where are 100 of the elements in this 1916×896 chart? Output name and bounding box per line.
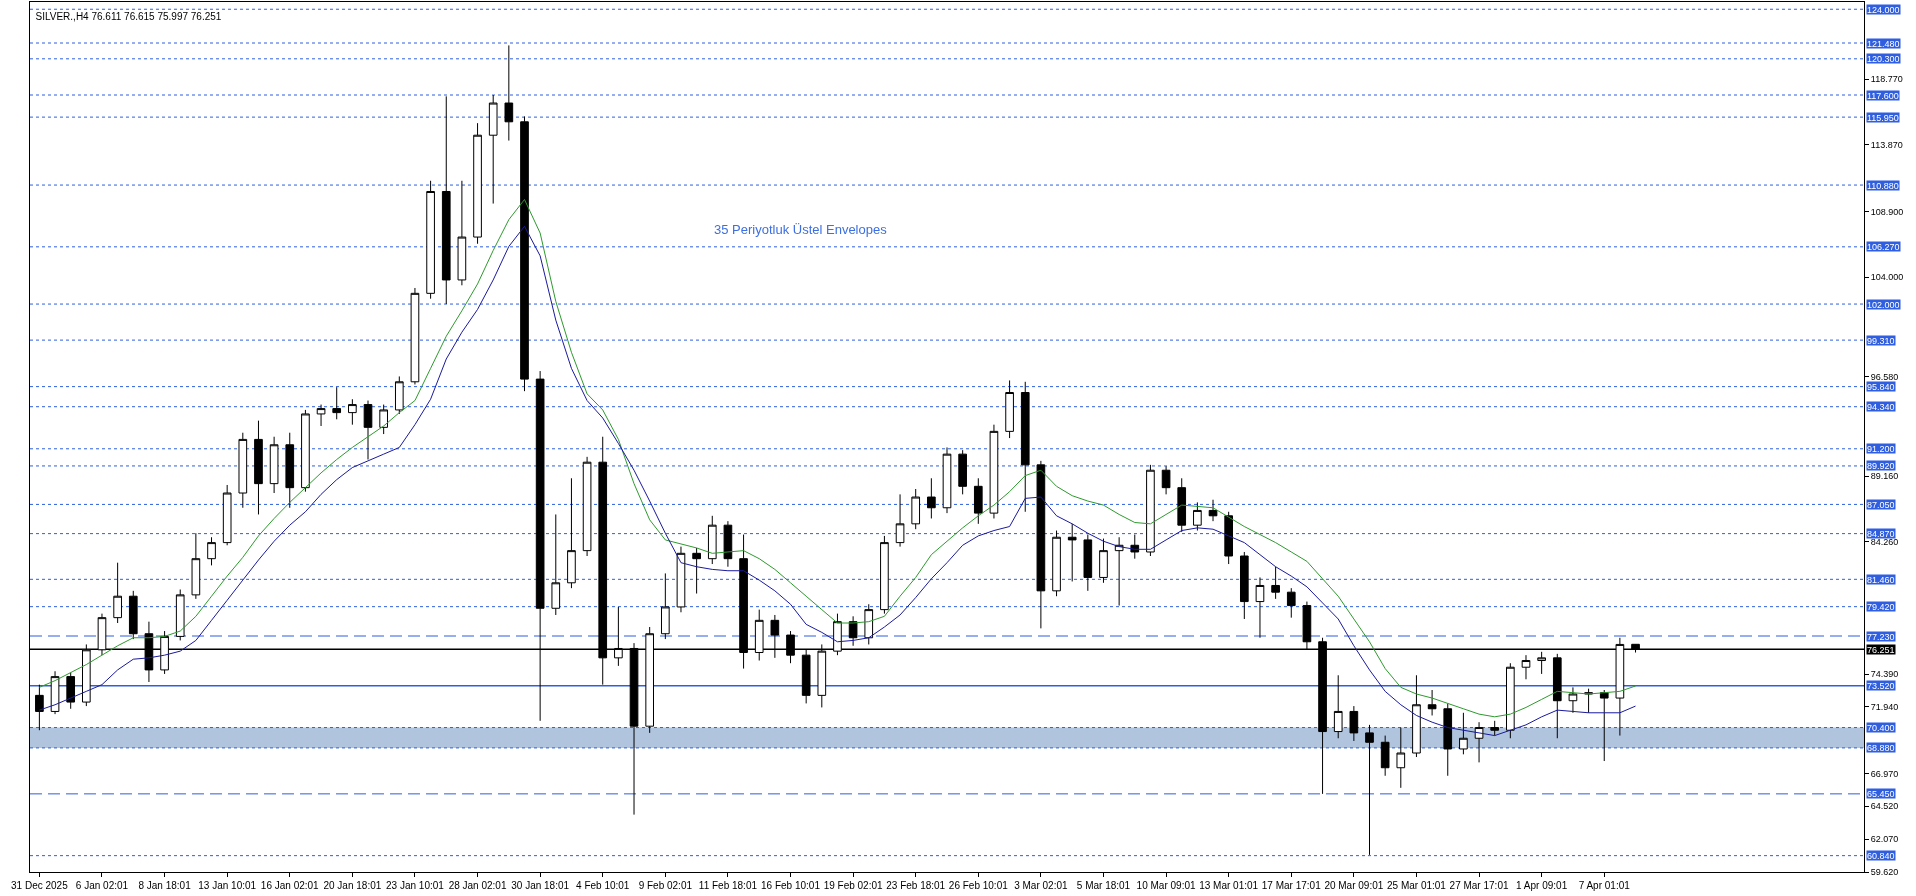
candlestick (1380, 735, 1390, 777)
y-tick-label: 74.390 (1870, 669, 1899, 680)
candlestick (348, 398, 357, 426)
ref-line-label: 76.251 (1867, 644, 1895, 655)
x-tick-label: 20 Jan 18:01 (323, 880, 382, 891)
y-tick-label: 84.260 (1870, 536, 1899, 547)
x-tick-label: 9 Feb 02:01 (638, 880, 693, 891)
candlestick (520, 115, 529, 392)
ref-line-label: 87.050 (1867, 499, 1895, 510)
candlestick (1239, 551, 1249, 620)
y-tick-label: 104.000 (1870, 272, 1904, 283)
candlestick (582, 456, 592, 557)
x-tick-label: 13 Mar 01:01 (1199, 880, 1259, 891)
y-tick-label: 64.520 (1870, 801, 1899, 812)
candlestick (895, 493, 905, 548)
candlestick (1396, 727, 1406, 789)
candlestick (1490, 720, 1500, 737)
candlestick (269, 436, 279, 494)
candlestick (848, 615, 858, 647)
ref-line-label: 115.950 (1867, 112, 1899, 123)
candlestick (973, 477, 983, 525)
candlestick (1114, 536, 1124, 607)
candlestick (1052, 530, 1061, 597)
candlestick (488, 94, 498, 205)
candlestick (238, 432, 248, 509)
candlestick (1224, 511, 1234, 565)
candlestick (1333, 674, 1343, 739)
candlestick (50, 670, 60, 715)
ref-line-label: 73.520 (1867, 680, 1895, 691)
candlestick (191, 532, 201, 600)
candlestick (1020, 381, 1030, 513)
candlestick (66, 672, 76, 710)
y-tick-label: 66.970 (1870, 768, 1899, 779)
candlestick (1506, 662, 1515, 739)
candlestick (692, 547, 701, 595)
candlestick (1443, 702, 1453, 777)
candlestick (426, 180, 435, 300)
candlestick (1459, 712, 1468, 755)
ref-line-label: 60.840 (1867, 850, 1895, 861)
ref-line-label: 94.340 (1867, 401, 1895, 412)
candlestick (1036, 460, 1046, 629)
x-tick-label: 7 Apr 01:01 (1578, 880, 1631, 891)
candlestick (1286, 587, 1296, 619)
candlestick (301, 409, 310, 493)
x-tick-label: 10 Mar 09:01 (1136, 880, 1196, 891)
y-tick-label: 96.580 (1870, 371, 1899, 382)
candlestick (316, 404, 326, 427)
x-tick-label: 8 Jan 18:01 (138, 880, 192, 891)
candlestick (1349, 705, 1359, 742)
candlestick (1083, 534, 1093, 592)
ref-line-label: 89.920 (1867, 460, 1895, 471)
ref-line-label: 84.870 (1867, 528, 1895, 539)
candlestick (989, 424, 999, 519)
ref-line-label: 120.300 (1867, 53, 1900, 64)
x-tick-label: 27 Mar 17:01 (1449, 880, 1509, 891)
candlestick (567, 477, 576, 589)
candlestick (441, 95, 451, 305)
candlestick (707, 515, 717, 565)
ref-line-label: 91.200 (1867, 443, 1895, 454)
candlestick (942, 446, 952, 514)
ref-line-label: 81.460 (1867, 574, 1895, 585)
y-tick-label: 89.160 (1870, 471, 1899, 482)
candlestick (457, 180, 467, 286)
ref-line-label: 65.450 (1867, 788, 1895, 799)
ref-line-label: 106.270 (1867, 241, 1900, 252)
x-tick-label: 11 Feb 18:01 (698, 880, 758, 891)
candlestick (379, 404, 388, 435)
candlestick (113, 562, 122, 624)
candlestick (1271, 566, 1280, 600)
ref-line-label: 102.000 (1867, 299, 1900, 310)
y-tick-label: 108.900 (1870, 206, 1904, 217)
candlestick (1427, 689, 1437, 716)
ref-line-label: 70.400 (1867, 722, 1895, 733)
candlestick (1193, 501, 1202, 532)
candlestick (222, 484, 232, 546)
ref-line-label: 68.880 (1867, 742, 1895, 753)
candlestick (676, 546, 686, 613)
candlestick (1474, 721, 1484, 763)
candlestick (1177, 477, 1187, 533)
ref-line-label: 95.840 (1867, 381, 1895, 392)
x-tick-label: 31 Dec 2025 (11, 880, 69, 891)
ref-line-label: 110.880 (1867, 180, 1899, 191)
candlestick (332, 386, 342, 420)
annotation: 35 Periyotluk Üstel Envelopes (714, 222, 888, 237)
x-tick-label: 20 Mar 09:01 (1324, 880, 1384, 891)
ref-line-label: 117.600 (1867, 90, 1899, 101)
candlestick (1146, 464, 1155, 557)
candlestick (504, 44, 514, 142)
candlestick (911, 488, 921, 530)
x-tick-label: 5 Mar 18:01 (1076, 880, 1131, 891)
x-tick-label: 23 Feb 18:01 (886, 880, 946, 891)
x-tick-label: 17 Mar 17:01 (1261, 880, 1322, 891)
candlestick (1521, 654, 1531, 680)
x-tick-label: 13 Jan 10:01 (198, 880, 257, 891)
x-tick-label: 6 Jan 02:01 (75, 880, 129, 891)
x-tick-label: 4 Feb 10:01 (576, 880, 630, 891)
candlestick (1412, 674, 1421, 758)
candlestick (1537, 651, 1546, 675)
x-tick-label: 28 Jan 02:01 (448, 880, 507, 891)
candlestick (1161, 465, 1171, 495)
